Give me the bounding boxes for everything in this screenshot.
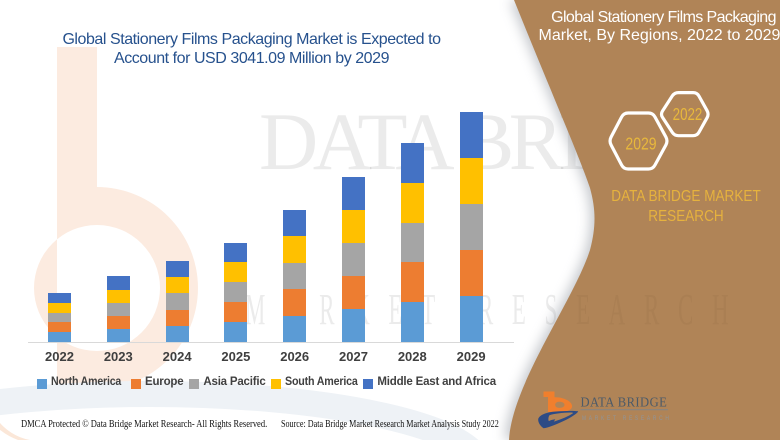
svg-text:MARKET RESEARCH: MARKET RESEARCH bbox=[582, 416, 672, 423]
svg-text:2029: 2029 bbox=[625, 134, 656, 154]
svg-text:DATA BRIDGE: DATA BRIDGE bbox=[581, 394, 668, 410]
svg-text:2022: 2022 bbox=[673, 105, 703, 124]
